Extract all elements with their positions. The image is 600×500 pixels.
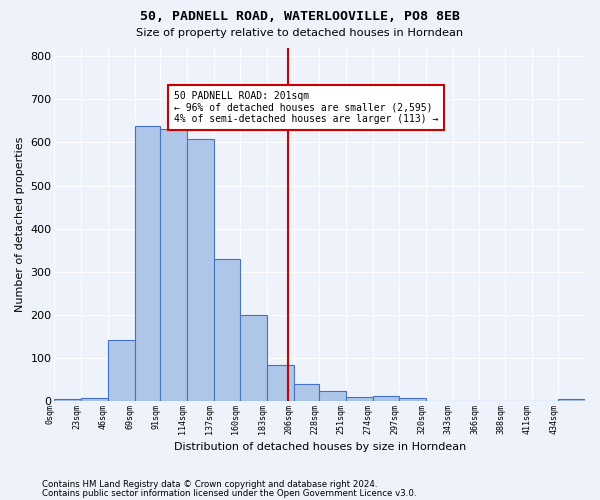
Bar [160, 130, 187, 402]
Bar [319, 390, 346, 402]
Bar [293, 384, 319, 402]
Bar [346, 397, 373, 402]
Bar [214, 259, 240, 402]
Bar [373, 396, 399, 402]
Bar [240, 315, 267, 402]
Text: Contains public sector information licensed under the Open Government Licence v3: Contains public sector information licen… [42, 490, 416, 498]
X-axis label: Distribution of detached houses by size in Horndean: Distribution of detached houses by size … [173, 442, 466, 452]
Bar [187, 139, 214, 402]
Bar [55, 399, 81, 402]
Bar [134, 126, 160, 402]
Text: 50, PADNELL ROAD, WATERLOOVILLE, PO8 8EB: 50, PADNELL ROAD, WATERLOOVILLE, PO8 8EB [140, 10, 460, 23]
Text: Size of property relative to detached houses in Horndean: Size of property relative to detached ho… [136, 28, 464, 38]
Bar [399, 398, 426, 402]
Bar [267, 364, 293, 402]
Bar [108, 340, 134, 402]
Bar [558, 399, 585, 402]
Text: Contains HM Land Registry data © Crown copyright and database right 2024.: Contains HM Land Registry data © Crown c… [42, 480, 377, 489]
Bar [81, 398, 108, 402]
Y-axis label: Number of detached properties: Number of detached properties [15, 137, 25, 312]
Text: 50 PADNELL ROAD: 201sqm
← 96% of detached houses are smaller (2,595)
4% of semi-: 50 PADNELL ROAD: 201sqm ← 96% of detache… [174, 90, 439, 124]
